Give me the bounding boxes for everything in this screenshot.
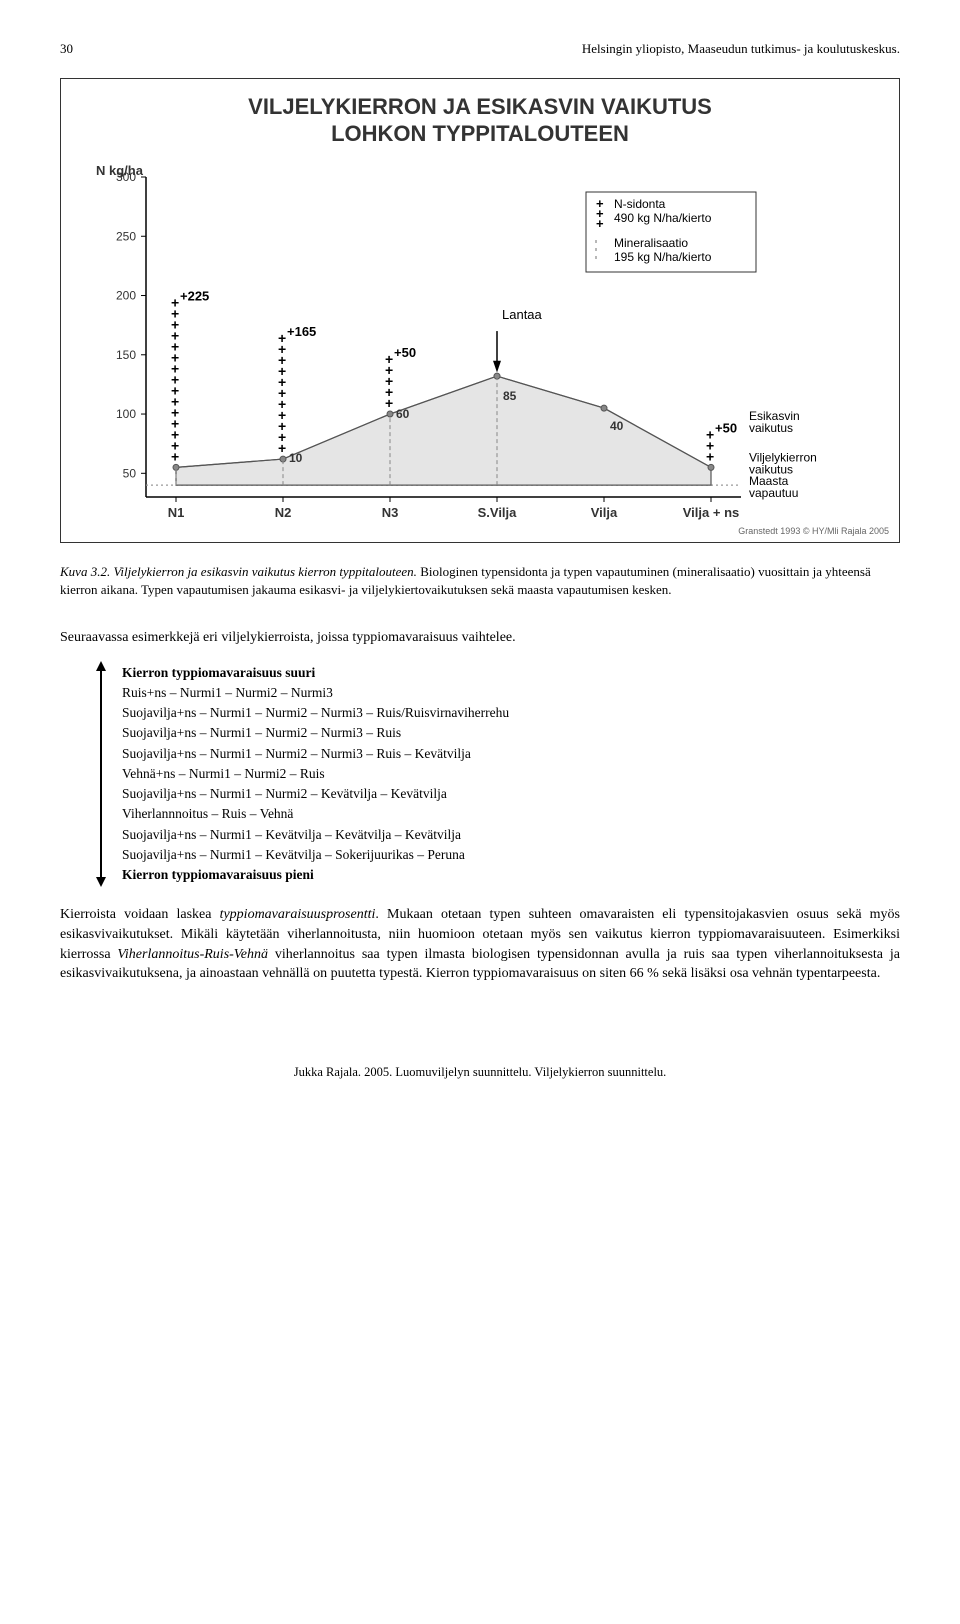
svg-text:S.Vilja: S.Vilja [478, 505, 518, 520]
chart-credit: Granstedt 1993 © HY/Mli Rajala 2005 [738, 525, 889, 538]
svg-text:vaikutus: vaikutus [749, 421, 793, 435]
svg-text:100: 100 [116, 407, 136, 421]
chart-title: VILJELYKIERRON JA ESIKASVIN VAIKUTUS LOH… [81, 94, 879, 147]
rotation-list: Kierron typpiomavaraisuus suuri Ruis+ns … [100, 663, 900, 886]
svg-text:50: 50 [123, 466, 137, 480]
chart-title-l2: LOHKON TYPPITALOUTEEN [331, 121, 629, 146]
svg-text:250: 250 [116, 229, 136, 243]
svg-text:+225: +225 [180, 288, 209, 303]
svg-text:vapautuu: vapautuu [749, 486, 798, 500]
rotation-head: Kierron typpiomavaraisuus suuri [122, 663, 900, 683]
svg-text:+: + [171, 294, 179, 310]
rotation-item: Vehnä+ns – Nurmi1 – Nurmi2 – Ruis [122, 764, 900, 784]
rotation-item: Suojavilja+ns – Nurmi1 – Nurmi2 – Nurmi3… [122, 744, 900, 764]
svg-text:+50: +50 [715, 420, 737, 435]
rotation-item: Suojavilja+ns – Nurmi1 – Kevätvilja – So… [122, 845, 900, 865]
svg-text:150: 150 [116, 348, 136, 362]
caption-prefix: Kuva 3.2. Viljelykierron ja esikasvin va… [60, 564, 417, 579]
svg-text:200: 200 [116, 288, 136, 302]
intro-text: Seuraavassa esimerkkejä eri viljelykierr… [60, 628, 900, 648]
svg-text:+165: +165 [287, 324, 316, 339]
svg-text:60: 60 [396, 407, 410, 421]
figure-caption: Kuva 3.2. Viljelykierron ja esikasvin va… [60, 563, 900, 598]
chart-area: N kg/ha50100150200250300N1N2N3S.ViljaVil… [81, 157, 879, 537]
rotation-item: Viherlannnoitus – Ruis – Vehnä [122, 804, 900, 824]
rotation-item: Suojavilja+ns – Nurmi1 – Kevätvilja – Ke… [122, 825, 900, 845]
svg-text:Vilja + ns: Vilja + ns [683, 505, 740, 520]
svg-text:+: + [706, 426, 714, 442]
rotation-item: Suojavilja+ns – Nurmi1 – Nurmi2 – Nurmi3… [122, 703, 900, 723]
body-paragraph: Kierroista voidaan laskea typpiomavarais… [60, 905, 900, 983]
svg-text:195 kg N/ha/kierto: 195 kg N/ha/kierto [614, 250, 712, 264]
footer: Jukka Rajala. 2005. Luomuviljelyn suunni… [60, 1064, 900, 1082]
svg-text:N1: N1 [168, 505, 185, 520]
svg-text:N2: N2 [275, 505, 292, 520]
svg-text:N3: N3 [382, 505, 399, 520]
chart-title-l1: VILJELYKIERRON JA ESIKASVIN VAIKUTUS [248, 94, 712, 119]
svg-text:Lantaa: Lantaa [502, 307, 543, 322]
header-right: Helsingin yliopisto, Maaseudun tutkimus-… [582, 40, 900, 58]
chart-svg: N kg/ha50100150200250300N1N2N3S.ViljaVil… [81, 157, 881, 537]
svg-text:+50: +50 [394, 345, 416, 360]
page-header: 30 Helsingin yliopisto, Maaseudun tutkim… [60, 40, 900, 58]
rotation-tail: Kierron typpiomavaraisuus pieni [122, 865, 900, 885]
svg-text:300: 300 [116, 170, 136, 184]
svg-text:Mineralisaatio: Mineralisaatio [614, 236, 688, 250]
svg-text:+: + [385, 351, 393, 367]
svg-text:+: + [278, 330, 286, 346]
svg-text:490 kg N/ha/kierto: 490 kg N/ha/kierto [614, 211, 712, 225]
rotation-item: Suojavilja+ns – Nurmi1 – Nurmi2 – Nurmi3… [122, 723, 900, 743]
figure-box: VILJELYKIERRON JA ESIKASVIN VAIKUTUS LOH… [60, 78, 900, 543]
svg-text:N-sidonta: N-sidonta [614, 197, 666, 211]
svg-text:40: 40 [610, 419, 624, 433]
svg-text:10: 10 [289, 451, 303, 465]
page-number: 30 [60, 40, 73, 58]
rotation-item: Suojavilja+ns – Nurmi1 – Nurmi2 – Kevätv… [122, 784, 900, 804]
svg-text:+: + [596, 216, 604, 231]
svg-text:85: 85 [503, 389, 517, 403]
svg-text:Vilja: Vilja [591, 505, 618, 520]
rotation-item: Ruis+ns – Nurmi1 – Nurmi2 – Nurmi3 [122, 683, 900, 703]
